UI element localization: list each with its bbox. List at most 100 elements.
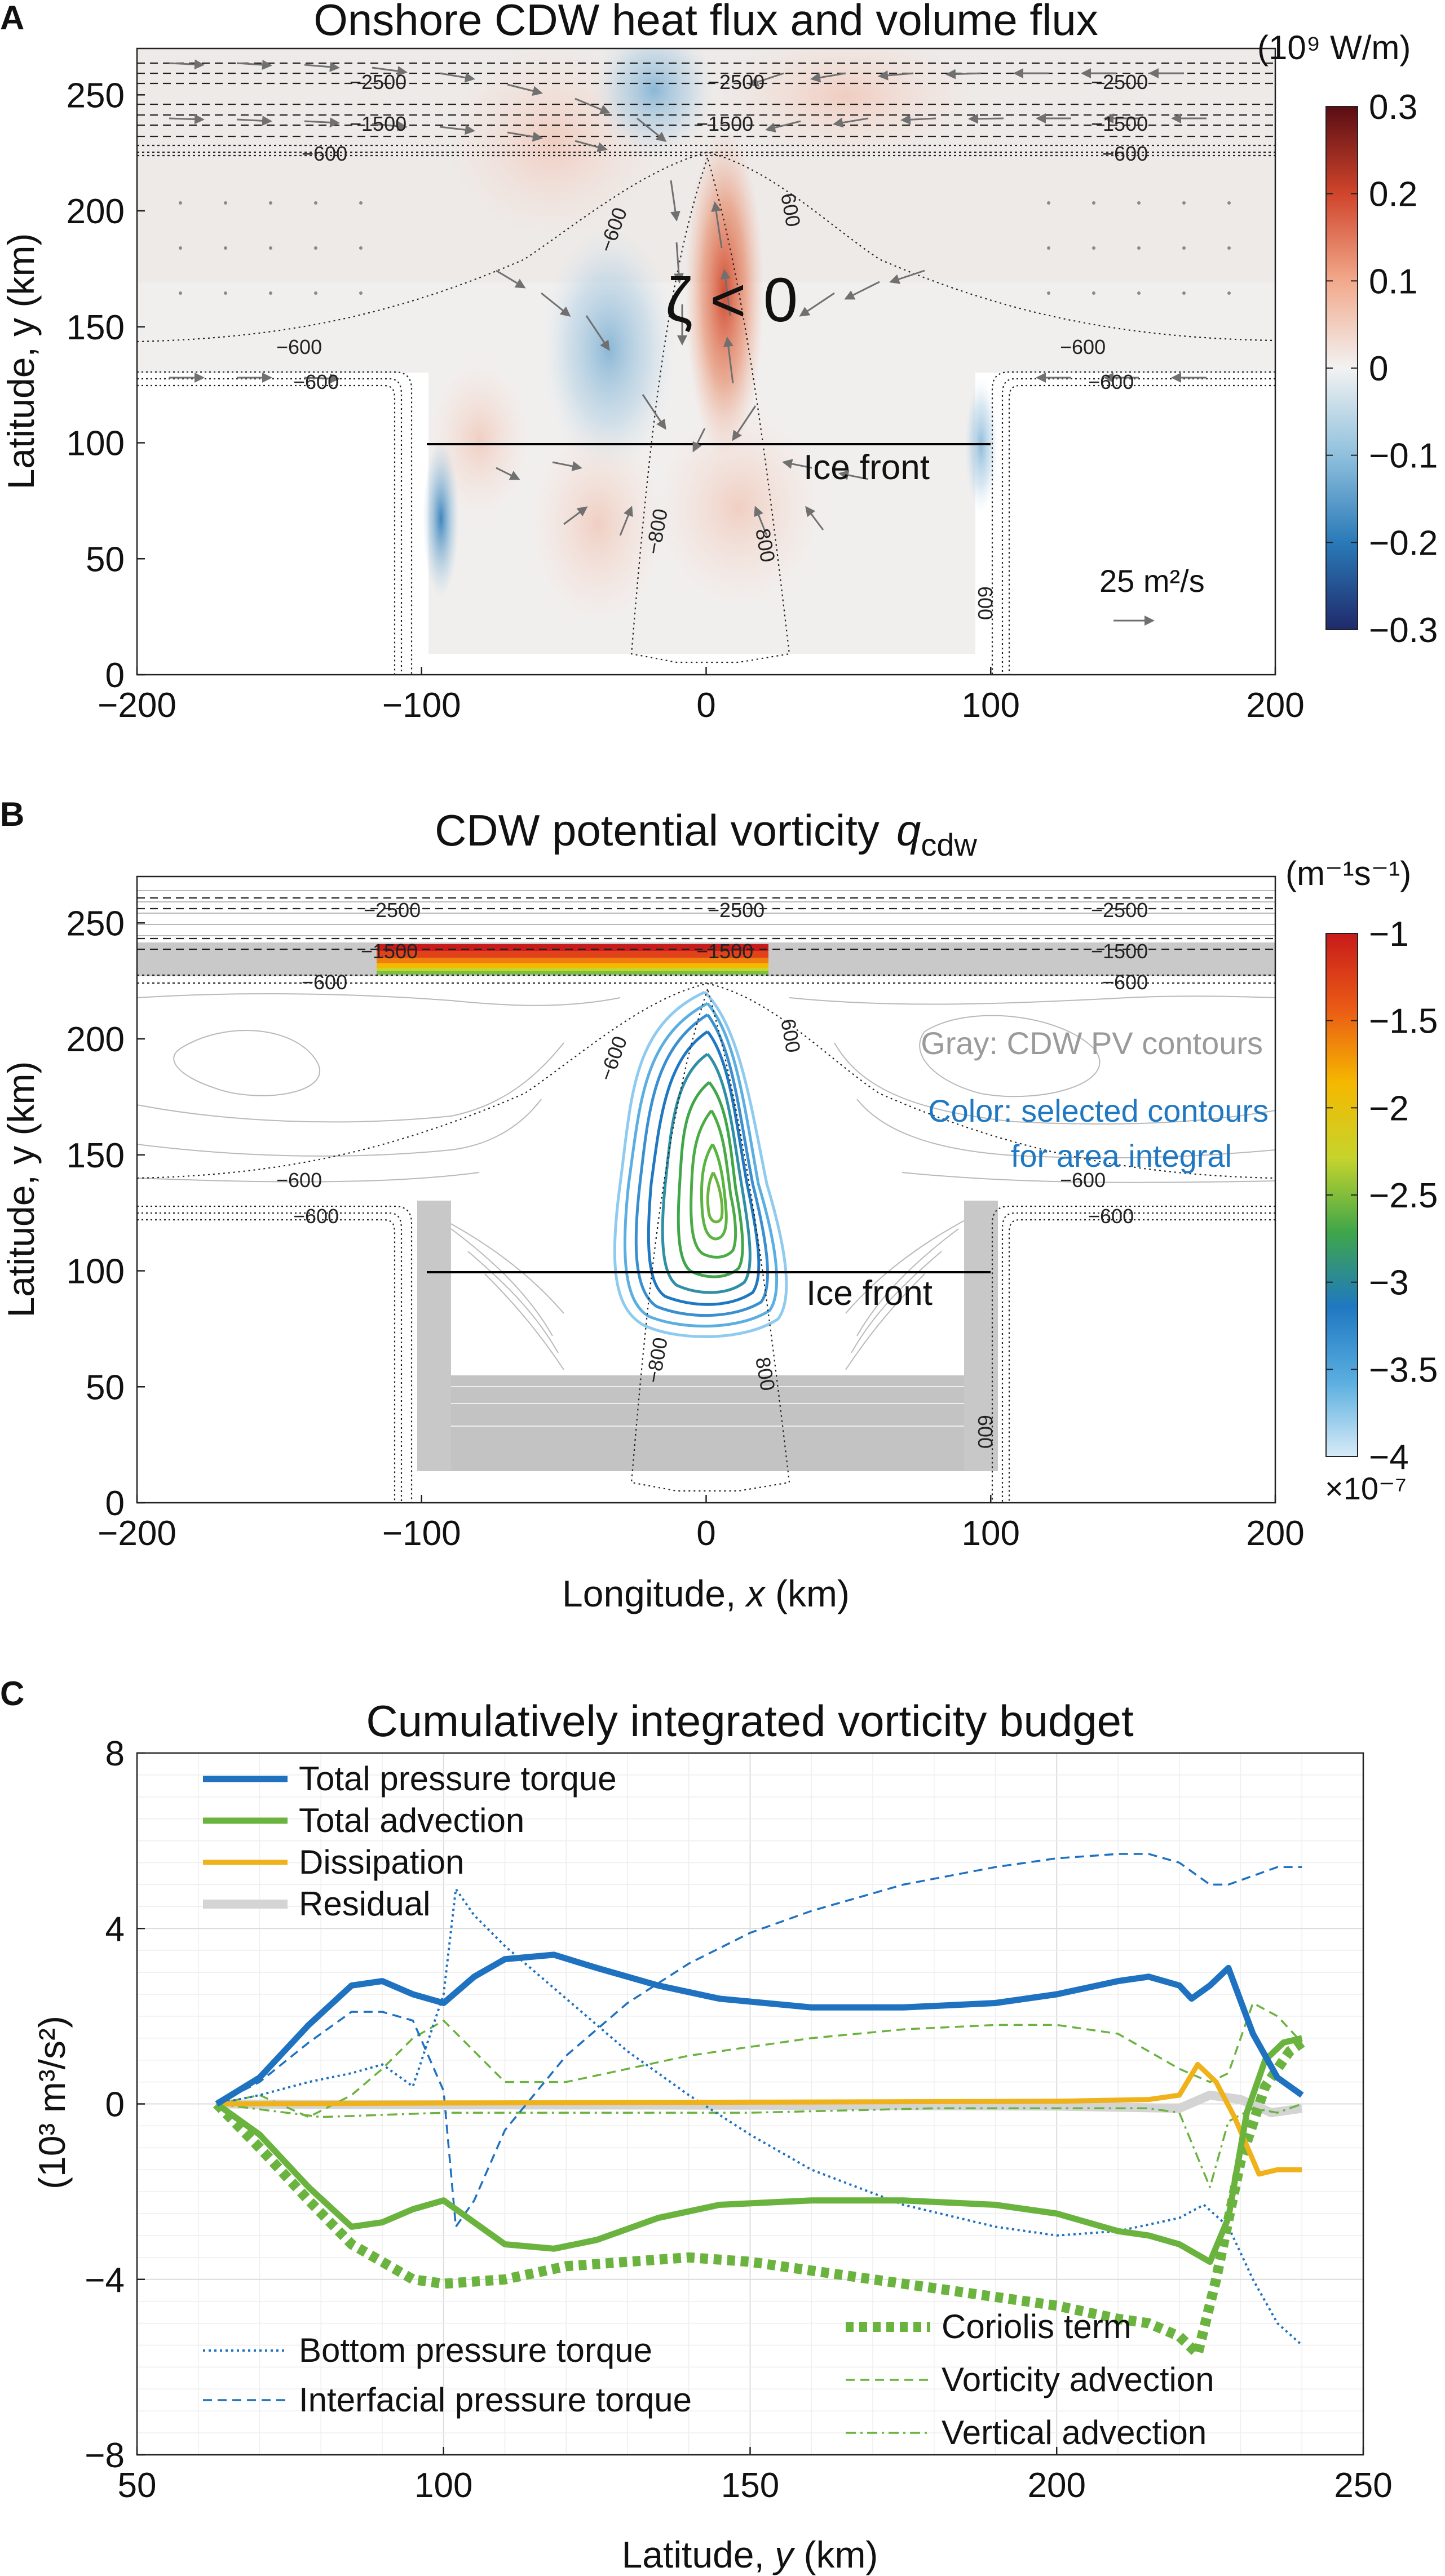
y-tick-label: 0 [105,656,125,695]
panel-c-legend: Total pressure torque Total advection Diss… [203,1760,1214,2451]
bathymetry-contours-a [137,62,1275,675]
x-tick-label: −100 [382,1514,461,1553]
contour-label: −600 [293,1205,339,1228]
series-total-advection [215,2035,1303,2265]
contour-label: −2500 [364,898,421,922]
x-tick-label: −200 [98,1514,176,1553]
colorbar-b-ticks: −1 −1.5 −2 −2.5 −3 −3.5 −4 [1326,915,1438,1477]
colorbar-tick-label: −2 [1369,1089,1409,1128]
contour-label: −1500 [1091,940,1148,963]
panel-b-ylabel: Latitude, y (km) [0,1061,42,1318]
legend-label: Vorticity advection [942,2361,1214,2398]
colorbar-tick-label: −3.5 [1369,1351,1438,1389]
contour-label: −2500 [708,898,765,922]
x-tick-label: 100 [414,2466,472,2505]
panel-c-ylabel: (10³ m³/s²) [31,2016,73,2189]
panel-b: B CDW potential vorticity qcdw [0,795,1438,1614]
panel-c-label: C [0,1675,24,1712]
panel-b-label: B [0,795,24,833]
colorbar-b-exponent: ×10⁻⁷ [1325,1471,1407,1506]
contour-label: −1500 [696,112,753,135]
y-tick-label: 150 [67,308,125,347]
volume-flux-arrows [169,59,1207,626]
panel-a-title: Onshore CDW heat flux and volume flux [313,0,1098,45]
panel-a-y-ticks: 0 50 100 150 200 250 [67,76,145,695]
x-tick-label: 100 [962,686,1020,725]
contour-label: −2500 [1091,70,1148,94]
series-dissipation [216,2062,1302,2177]
legend-label: Vertical advection [942,2414,1207,2451]
x-tick-label: 0 [696,1514,715,1553]
y-tick-label: 100 [67,424,125,463]
zeta-annotation: ζ < 0 [665,265,798,335]
panel-b-x-ticks: −200 −100 0 100 200 [98,1495,1305,1553]
y-tick-label: 150 [67,1136,125,1175]
land-mask-west [137,419,389,675]
y-tick-label: 250 [67,76,125,115]
series-vorticity-advection [216,2002,1303,2118]
negative-heat-flux-boundary [423,440,459,597]
panel-c-xlabel: Latitude, y (km) [622,2534,878,2575]
x-tick-label: 200 [1246,1514,1304,1553]
contour-label: −600 [1102,142,1148,165]
scale-arrow-label: 25 m²/s [1099,563,1205,599]
panel-b-y-ticks: 0 50 100 150 200 250 [67,904,145,1523]
gray-contours-note: Gray: CDW PV contours [921,1025,1263,1061]
x-tick-label: 250 [1334,2466,1392,2505]
y-tick-label: 0 [105,2086,125,2124]
contour-label: −600 [1060,1169,1106,1192]
colorbar-tick-label: 0 [1369,349,1388,388]
panel-c-y-ticks: 8 4 0 −4 −8 [85,1734,145,2475]
series-bottom-pressure-torque [216,1888,1303,2346]
colorbar-b-label: (m⁻¹s⁻¹) [1285,855,1411,892]
color-contours-note: Color: selected contours [928,1093,1269,1128]
panel-b-plot-area [137,890,1275,1503]
panel-c-title: Cumulatively integrated vorticity budget [366,1696,1134,1746]
contour-label: −1500 [696,940,753,963]
panel-c-series [213,1853,1305,2359]
legend-label: Dissipation [299,1843,464,1881]
legend-label: Residual [299,1885,430,1923]
colorbar-tick-label: −0.3 [1369,611,1438,650]
contour-label: −600 [276,1169,322,1192]
contour-label: −2500 [708,70,765,94]
y-tick-label: 200 [67,192,125,231]
series-total-pressure-torque [215,1951,1304,2107]
legend-label: Coriolis term [942,2308,1132,2345]
x-tick-label: 100 [962,1514,1020,1553]
contour-label: −2500 [350,70,406,94]
contour-label: −600 [293,370,339,393]
x-tick-label: 200 [1246,686,1304,725]
colorbar-tick-label: −2.5 [1369,1176,1438,1215]
panel-c-x-ticks: 50 100 150 200 250 [118,2447,1393,2505]
contour-label: −1500 [361,940,418,963]
contour-labels-a: −2500 −2500 −2500 −1500 −1500 −1500 −600… [276,70,1148,620]
y-tick-label: −4 [85,2261,125,2300]
panel-a-x-ticks: −200 −100 0 100 200 [98,667,1305,725]
contour-label: −600 [1088,370,1134,393]
contour-label: 600 [974,1415,997,1449]
legend-label: Interfacial pressure torque [299,2381,692,2419]
panel-b-xlabel: Longitude, x (km) [562,1573,850,1614]
legend-label: Total advection [299,1802,524,1839]
x-tick-label: −100 [382,686,461,725]
color-contours-note-2: for area integral [1011,1138,1232,1174]
x-tick-label: 0 [696,686,715,725]
ice-front-label-a: Ice front [803,448,930,487]
contour-label: −600 [1088,1205,1134,1228]
contour-label: −2500 [1091,898,1148,922]
colorbar-tick-label: −0.2 [1369,524,1438,563]
y-tick-label: 4 [105,1910,125,1949]
colorbar-tick-label: −1 [1369,915,1409,954]
panel-b-title: CDW potential vorticity qcdw [435,805,977,862]
colorbar-tick-label: −1.5 [1369,1002,1438,1041]
positive-heat-flux-jet [685,130,764,457]
panel-a-label: A [0,0,24,37]
legend-label: Total pressure torque [299,1760,617,1798]
contour-label: −600 [276,335,322,358]
contour-label: 600 [974,586,997,620]
colorbar-tick-label: 0.1 [1369,262,1417,301]
y-tick-label: 8 [105,1734,125,1773]
ice-front-label-b: Ice front [806,1274,933,1313]
